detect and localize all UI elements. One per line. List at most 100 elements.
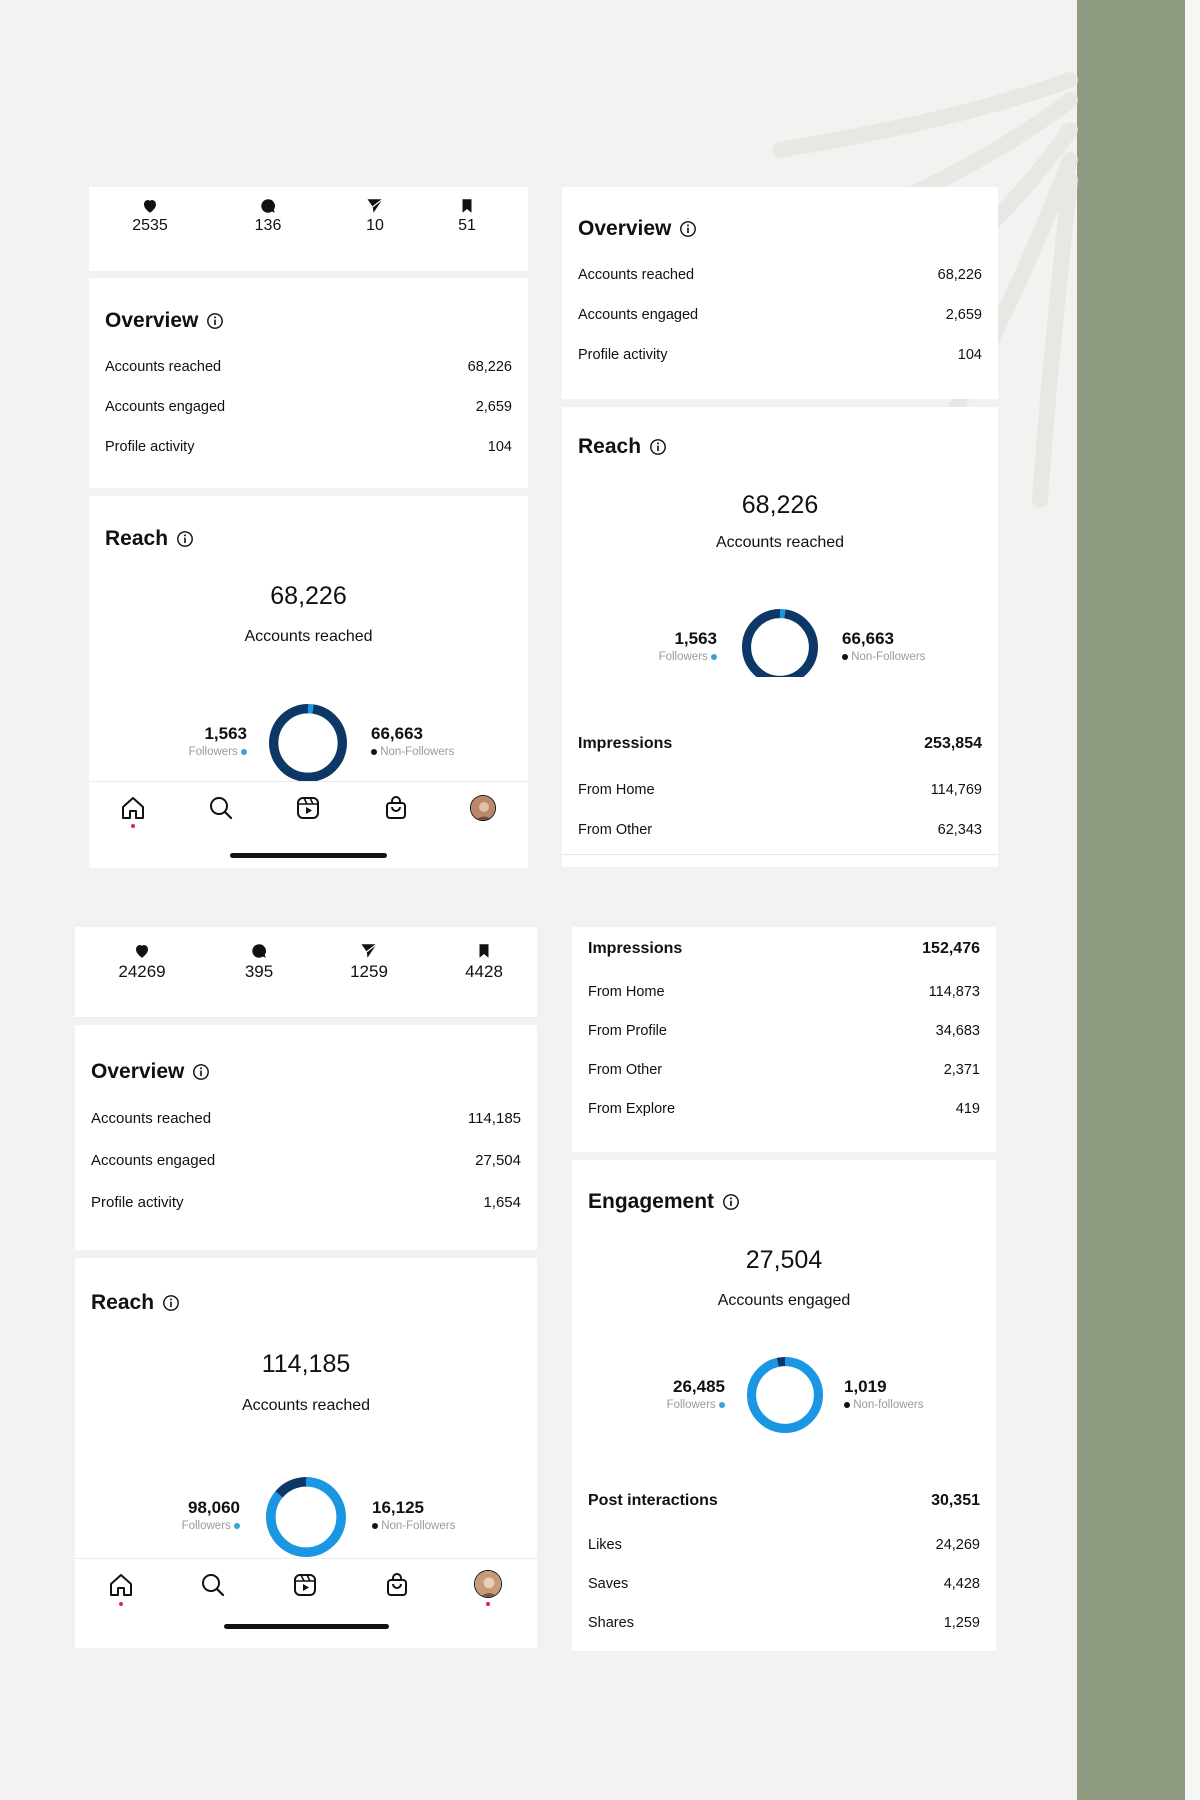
divider	[562, 854, 998, 855]
nonfollowers-value: 16,125	[372, 1498, 424, 1517]
impressions-total-row: Impressions 253,854	[578, 735, 982, 752]
nonfollowers-value: 66,663	[842, 629, 894, 648]
saves-count: 4428	[465, 962, 503, 981]
comments-stat: 395	[214, 942, 304, 982]
info-icon[interactable]	[162, 1294, 180, 1312]
paper-plane-icon	[361, 943, 377, 958]
info-icon[interactable]	[192, 1063, 210, 1081]
followers-legend: Followers	[182, 1520, 240, 1532]
impressions-row: From Home 114,769	[578, 782, 982, 798]
home-icon[interactable]	[107, 1571, 135, 1599]
engagement-card: Engagement 27,504 Accounts engaged 26,48…	[572, 1160, 996, 1445]
info-icon[interactable]	[649, 438, 667, 456]
reach-donut-chart	[742, 609, 818, 685]
avatar-photo-icon	[475, 1571, 501, 1597]
shares-count: 10	[366, 217, 384, 234]
reach-total-label: Accounts reached	[715, 534, 845, 551]
shares-stat: 1259	[324, 942, 414, 982]
overview-row: Profile activity 1,654	[91, 1194, 521, 1211]
overview-row: Accounts engaged 27,504	[91, 1152, 521, 1169]
impressions-row: From Profile 34,683	[588, 1023, 980, 1039]
likes-stat: 2535	[105, 197, 195, 235]
impressions-card: Impressions 152,476 From Home 114,873 From…	[572, 927, 996, 1152]
comments-stat: 136	[223, 197, 313, 235]
bookmark-icon	[462, 199, 472, 213]
engagement-total-label: Accounts engaged	[717, 1292, 851, 1309]
search-icon[interactable]	[207, 794, 235, 822]
nonfollowers-legend: Non-Followers	[842, 651, 925, 663]
likes-count: 24269	[118, 962, 166, 981]
followers-legend: Followers	[667, 1399, 725, 1411]
donut-segment-nonfollowers	[742, 609, 818, 685]
reels-icon[interactable]	[291, 1571, 319, 1599]
donut-segment-followers	[742, 609, 818, 685]
impressions-row: From Other 62,343	[578, 822, 982, 838]
overview-card: Overview Accounts reached 68,226 Accounts…	[562, 187, 998, 399]
reach-total: 68,226	[741, 491, 819, 519]
reach-total: 114,185	[261, 1350, 351, 1378]
likes-stat: 24269	[97, 942, 187, 982]
info-icon[interactable]	[722, 1193, 740, 1211]
donut-segment-followers	[269, 704, 347, 782]
engagement-donut-chart	[747, 1357, 823, 1433]
overview-card: Overview Accounts reached 68,226 Accounts…	[89, 278, 528, 488]
info-icon[interactable]	[206, 312, 224, 330]
profile-avatar[interactable]	[474, 1570, 502, 1598]
home-indicator	[224, 1624, 389, 1629]
donut-segment-nonfollowers	[269, 704, 347, 782]
reels-icon[interactable]	[294, 794, 322, 822]
impressions-card: Impressions 253,854 From Home 114,769 From…	[562, 677, 998, 867]
saves-stat: 4428	[439, 942, 529, 982]
nonfollowers-legend: Non-Followers	[371, 746, 454, 758]
donut-segment-followers	[747, 1357, 823, 1433]
insights-panel-4: Impressions 152,476 From Home 114,873 From…	[572, 927, 996, 1651]
shop-bag-icon[interactable]	[382, 794, 410, 822]
interactions-total-row: Post interactions 30,351	[588, 1492, 980, 1509]
engagement-title: Engagement	[588, 1190, 740, 1214]
profile-notification-dot	[486, 1602, 490, 1606]
overview-row: Profile activity 104	[105, 439, 512, 455]
comment-bubble-icon	[252, 944, 266, 958]
home-notification-dot	[131, 824, 135, 828]
overview-title: Overview	[105, 309, 224, 333]
reach-card: Reach 114,185 Accounts reached 98,060 Fo…	[75, 1258, 537, 1558]
heart-icon	[136, 945, 148, 958]
info-icon[interactable]	[679, 220, 697, 238]
likes-count: 2535	[132, 217, 168, 234]
reach-donut-chart	[266, 1477, 346, 1557]
nonfollowers-legend: Non-Followers	[372, 1520, 455, 1532]
bottom-nav-bar	[89, 781, 528, 868]
bookmark-icon	[479, 944, 489, 958]
insights-panel-1: 2535 136 10 51 Overview Accounts reached…	[89, 187, 528, 868]
shop-bag-icon[interactable]	[383, 1571, 411, 1599]
saves-count: 51	[458, 217, 476, 234]
profile-avatar[interactable]	[470, 795, 496, 821]
followers-legend: Followers	[659, 651, 717, 663]
shares-stat: 10	[330, 197, 420, 235]
engagement-total: 27,504	[745, 1246, 823, 1274]
post-stats-card: 24269 395 1259 4428	[75, 927, 537, 1018]
reach-total-label: Accounts reached	[241, 1397, 371, 1414]
home-indicator	[230, 853, 387, 858]
impressions-row: From Other 2,371	[588, 1062, 980, 1078]
info-icon[interactable]	[176, 530, 194, 548]
heart-icon	[144, 200, 156, 213]
interactions-row: Saves 4,428	[588, 1576, 980, 1592]
reach-card: Reach 68,226 Accounts reached 1,563 Foll…	[89, 496, 528, 782]
followers-legend: Followers	[189, 746, 247, 758]
saves-stat: 51	[422, 197, 512, 235]
search-icon[interactable]	[199, 1571, 227, 1599]
post-interactions-card: Post interactions 30,351 Likes 24,269 Save…	[572, 1445, 996, 1651]
overview-row: Accounts reached 68,226	[578, 267, 982, 283]
comments-count: 395	[244, 962, 274, 981]
reach-donut-chart	[269, 704, 347, 782]
decorative-sage-band	[1077, 0, 1185, 1800]
shares-count: 1259	[350, 962, 388, 981]
home-icon[interactable]	[119, 794, 147, 822]
impressions-row: From Home 114,873	[588, 984, 980, 1000]
reach-title: Reach	[91, 1291, 180, 1315]
followers-value: 1,563	[674, 629, 717, 648]
insights-panel-2: Overview Accounts reached 68,226 Accounts…	[562, 187, 998, 867]
reach-total-label: Accounts reached	[244, 628, 373, 645]
home-notification-dot	[119, 1602, 123, 1606]
